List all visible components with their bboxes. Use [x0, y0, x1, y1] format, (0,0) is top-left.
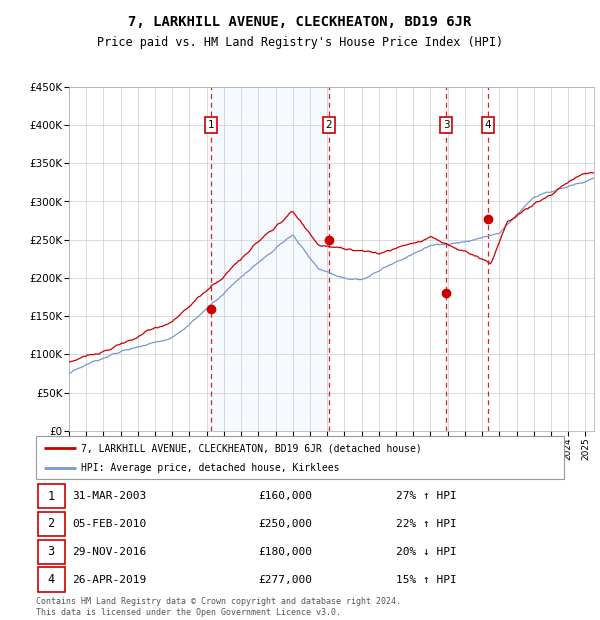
FancyBboxPatch shape: [37, 484, 65, 508]
Text: 1: 1: [208, 120, 214, 130]
Text: Price paid vs. HM Land Registry's House Price Index (HPI): Price paid vs. HM Land Registry's House …: [97, 36, 503, 49]
Text: 15% ↑ HPI: 15% ↑ HPI: [396, 575, 457, 585]
Text: 2: 2: [325, 120, 332, 130]
FancyBboxPatch shape: [37, 567, 65, 592]
Text: 7, LARKHILL AVENUE, CLECKHEATON, BD19 6JR (detached house): 7, LARKHILL AVENUE, CLECKHEATON, BD19 6J…: [81, 443, 422, 453]
Text: 29-NOV-2016: 29-NOV-2016: [72, 547, 146, 557]
Text: 31-MAR-2003: 31-MAR-2003: [72, 491, 146, 501]
Text: 20% ↓ HPI: 20% ↓ HPI: [396, 547, 457, 557]
Text: HPI: Average price, detached house, Kirklees: HPI: Average price, detached house, Kirk…: [81, 463, 340, 473]
Text: £277,000: £277,000: [258, 575, 312, 585]
Text: 3: 3: [47, 546, 55, 558]
Text: 27% ↑ HPI: 27% ↑ HPI: [396, 491, 457, 501]
Text: £250,000: £250,000: [258, 519, 312, 529]
Text: 1: 1: [47, 490, 55, 502]
Text: Contains HM Land Registry data © Crown copyright and database right 2024.
This d: Contains HM Land Registry data © Crown c…: [36, 598, 401, 617]
FancyBboxPatch shape: [37, 539, 65, 564]
Text: 2: 2: [47, 518, 55, 530]
FancyBboxPatch shape: [36, 436, 564, 479]
Text: 3: 3: [443, 120, 449, 130]
Text: 22% ↑ HPI: 22% ↑ HPI: [396, 519, 457, 529]
Text: £180,000: £180,000: [258, 547, 312, 557]
Text: £160,000: £160,000: [258, 491, 312, 501]
Text: 4: 4: [47, 574, 55, 586]
Text: 05-FEB-2010: 05-FEB-2010: [72, 519, 146, 529]
Bar: [211, 87, 329, 431]
Text: 7, LARKHILL AVENUE, CLECKHEATON, BD19 6JR: 7, LARKHILL AVENUE, CLECKHEATON, BD19 6J…: [128, 16, 472, 30]
Text: 26-APR-2019: 26-APR-2019: [72, 575, 146, 585]
FancyBboxPatch shape: [37, 512, 65, 536]
Text: 4: 4: [484, 120, 491, 130]
